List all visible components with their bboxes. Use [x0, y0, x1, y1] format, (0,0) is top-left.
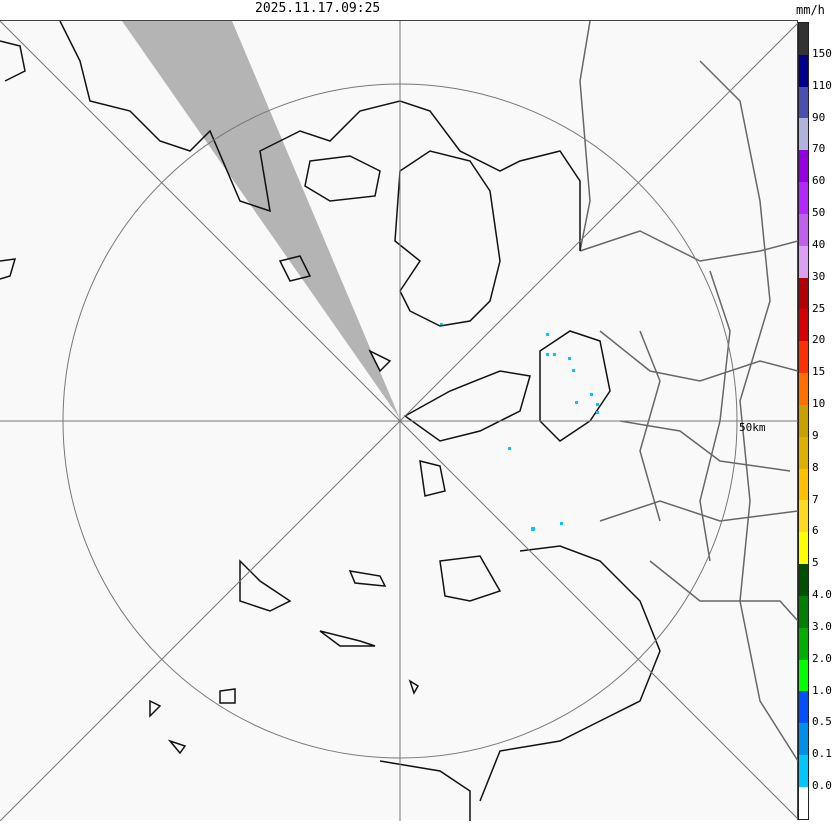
map-svg: [0, 20, 799, 822]
legend-label: 15: [812, 365, 826, 379]
legend-label: 20: [812, 333, 826, 347]
legend-label: 4.0: [812, 588, 832, 602]
legend-label: 0.5: [812, 715, 832, 729]
timestamp: 2025.11.17.09:25: [255, 1, 381, 16]
legend-label: 40: [812, 237, 826, 251]
legend-label: 50: [812, 206, 826, 220]
legend-label: 3.0: [812, 619, 832, 633]
color-scale-legend: [798, 22, 809, 820]
legend-label: 25: [812, 301, 826, 315]
legend-color-band: [799, 182, 808, 214]
legend-color-band: [799, 627, 808, 660]
legend-color-band: [799, 755, 808, 787]
legend-label: 5: [812, 556, 819, 570]
legend-color-band: [799, 532, 808, 565]
legend-color-band: [799, 118, 808, 151]
legend-label: 110: [812, 78, 832, 92]
legend-color-band: [799, 564, 808, 596]
legend-color-band: [799, 245, 808, 278]
legend-color-band: [799, 23, 808, 55]
legend-color-band: [799, 213, 808, 246]
legend-color-band: [799, 659, 808, 692]
legend-label: 7: [812, 492, 819, 506]
legend-color-band: [799, 150, 808, 183]
legend-label: 150: [812, 46, 832, 60]
range-ring-label: 50km: [739, 421, 766, 434]
legend-color-band: [799, 86, 808, 119]
legend-label: 1.0: [812, 683, 832, 697]
coastlines: [0, 20, 661, 821]
legend-color-band: [799, 277, 808, 310]
unit-label: mm/h: [796, 3, 825, 17]
legend-label: 30: [812, 269, 826, 283]
legend-label: 2.0: [812, 651, 832, 665]
legend-color-band: [799, 373, 808, 405]
radar-map[interactable]: [0, 20, 799, 822]
legend-color-band: [799, 723, 808, 756]
legend-color-band: [799, 309, 808, 342]
legend-label: 60: [812, 174, 826, 188]
legend-color-band: [799, 54, 808, 87]
legend-color-band: [799, 341, 808, 374]
legend-color-band: [799, 404, 808, 437]
legend-color-band: [799, 786, 808, 819]
legend-color-band: [799, 436, 808, 469]
legend-label: 90: [812, 110, 826, 124]
legend-label: 9: [812, 428, 819, 442]
legend-label: 10: [812, 397, 826, 411]
legend-color-band: [799, 595, 808, 628]
legend-label: 0.1: [812, 747, 832, 761]
precipitation-echoes: [440, 323, 599, 531]
legend-color-band: [799, 691, 808, 724]
blocked-sector: [122, 21, 400, 419]
range-rings: [0, 20, 799, 822]
legend-color-band: [799, 468, 808, 501]
legend-label: 70: [812, 142, 826, 156]
legend-label: 6: [812, 524, 819, 538]
legend-color-band: [799, 500, 808, 533]
legend-label: 0.0: [812, 779, 832, 793]
legend-label: 8: [812, 460, 819, 474]
